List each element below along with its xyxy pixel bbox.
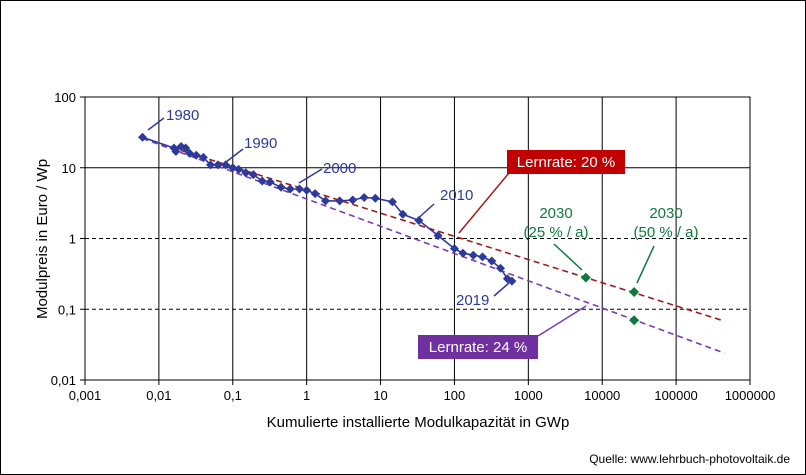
history-point xyxy=(221,160,231,170)
lernrate-20-text: Lernrate: 20 % xyxy=(517,154,615,171)
x-tick-label: 0,1 xyxy=(224,388,242,403)
history-point xyxy=(414,215,424,225)
history-point xyxy=(276,182,286,192)
x-tick-label: 100 xyxy=(444,388,466,403)
x-tick-label: 1 xyxy=(303,388,310,403)
y-tick-label: 1 xyxy=(69,232,76,247)
x-axis-label: Kumulierte installierte Modulkapazität i… xyxy=(267,414,570,431)
label-1980: 1980 xyxy=(166,107,199,124)
forecast-point xyxy=(629,287,640,298)
history-point xyxy=(285,184,295,194)
label-forecast-2-rate: (50 % / a) xyxy=(633,224,698,241)
tick-labels: 0,001 0,01 0,1 1 10 100 1000 10000 100000 1000000… xyxy=(51,90,776,403)
history-point xyxy=(213,160,223,170)
history-point xyxy=(398,209,408,219)
leader-1980 xyxy=(147,117,165,131)
lernrate-24-box xyxy=(418,335,538,359)
history-point xyxy=(335,196,345,206)
y-axis-label: Modulpreis in Euro / Wp xyxy=(34,159,51,319)
history-point xyxy=(257,176,267,186)
history-point xyxy=(248,170,258,180)
history-point xyxy=(478,252,488,262)
history-point xyxy=(181,143,191,153)
source-note: Quelle: www.lehrbuch-photovoltaik.de xyxy=(589,452,790,466)
history-point xyxy=(433,231,443,241)
y-tick-label: 100 xyxy=(54,90,76,105)
lernrate-20-leader xyxy=(458,172,510,234)
lernrate-24-leader xyxy=(537,305,587,337)
leader-1990 xyxy=(225,148,244,163)
y-tick-label: 0,1 xyxy=(58,302,76,317)
history-point xyxy=(295,184,305,194)
y-tick-label: 10 xyxy=(62,161,76,176)
history-point xyxy=(359,192,369,202)
grid-lines xyxy=(80,96,751,385)
history-point xyxy=(370,193,380,203)
history-point xyxy=(191,150,201,160)
history-point xyxy=(206,160,216,170)
label-2010: 2010 xyxy=(440,187,473,204)
history-point xyxy=(458,248,468,258)
history-point xyxy=(487,256,497,266)
history-point xyxy=(348,195,358,205)
lernrate-24-text: Lernrate: 24 % xyxy=(429,339,527,356)
history-point xyxy=(185,148,195,158)
history-point xyxy=(507,276,517,286)
x-tick-label: 10 xyxy=(373,388,387,403)
history-point xyxy=(302,185,312,195)
leader-2019 xyxy=(493,282,510,297)
history-point xyxy=(198,152,208,162)
history-point xyxy=(234,164,244,174)
lernrate-20-box xyxy=(507,150,625,174)
x-tick-label: 0,01 xyxy=(146,388,171,403)
lernrate-24-line xyxy=(142,137,725,354)
leader-forecast-1 xyxy=(553,243,583,271)
label-2000: 2000 xyxy=(323,160,356,177)
x-tick-label: 100000 xyxy=(654,388,697,403)
history-point xyxy=(495,263,505,273)
history-point xyxy=(171,146,181,156)
history-point xyxy=(321,196,331,206)
label-forecast-1-year: 2030 xyxy=(539,205,572,222)
history-point xyxy=(449,244,459,254)
history-point xyxy=(387,197,397,207)
leader-forecast-2 xyxy=(636,245,655,284)
history-point xyxy=(310,189,320,199)
history-point xyxy=(137,132,147,142)
label-2019: 2019 xyxy=(456,292,489,309)
forecast-point xyxy=(580,272,591,283)
label-forecast-2-year: 2030 xyxy=(649,205,682,222)
forecast-point xyxy=(629,315,640,326)
x-tick-label: 1000000 xyxy=(725,388,776,403)
annotations: 1980 1990 2000 2010 2019 2030 (25 % / a) 2030 (5… xyxy=(147,107,699,359)
leader-2010 xyxy=(414,203,435,222)
y-tick-label: 0,01 xyxy=(51,373,76,388)
data-points xyxy=(137,132,640,326)
x-tick-label: 0,001 xyxy=(69,388,102,403)
history-point xyxy=(468,250,478,260)
label-forecast-1-rate: (25 % / a) xyxy=(523,224,588,241)
x-tick-label: 1000 xyxy=(514,388,543,403)
x-tick-label: 10000 xyxy=(584,388,620,403)
history-point xyxy=(241,168,251,178)
history-point xyxy=(265,177,275,187)
leader-2000 xyxy=(298,168,323,184)
label-1990: 1990 xyxy=(244,135,277,152)
